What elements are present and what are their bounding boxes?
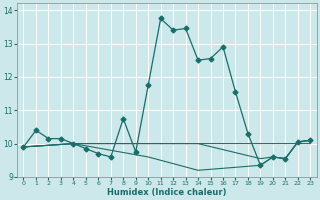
X-axis label: Humidex (Indice chaleur): Humidex (Indice chaleur) xyxy=(107,188,227,197)
